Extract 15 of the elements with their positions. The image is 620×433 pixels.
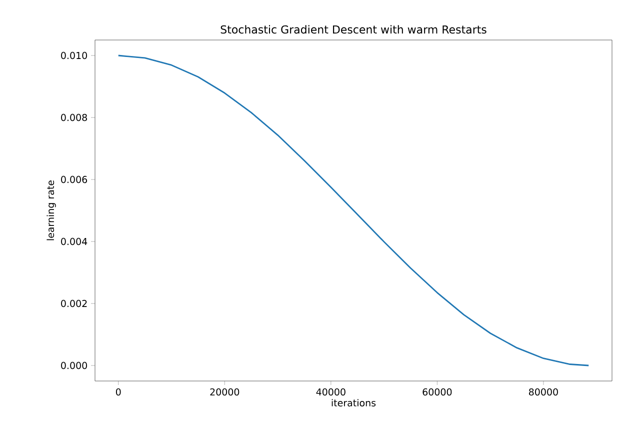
chart-title: Stochastic Gradient Descent with warm Restarts <box>220 25 486 34</box>
y-tick-label: 0.010 <box>61 52 87 60</box>
y-tick-label: 0.002 <box>61 300 87 308</box>
x-tick-label: 20000 <box>210 388 240 396</box>
y-axis-title: learning rate <box>46 180 56 240</box>
x-tick-label: 40000 <box>316 388 346 396</box>
y-tick-label: 0.000 <box>61 362 87 370</box>
line-series <box>118 54 590 366</box>
y-tick-label: 0.008 <box>61 114 87 122</box>
x-tick-label: 80000 <box>528 388 558 396</box>
y-tick-label: 0.006 <box>61 176 88 184</box>
x-axis-title: iterations <box>332 399 376 406</box>
y-tick-label: 0.004 <box>61 238 88 246</box>
x-tick-label: 0 <box>116 388 121 396</box>
x-tick-label: 60000 <box>422 388 452 396</box>
